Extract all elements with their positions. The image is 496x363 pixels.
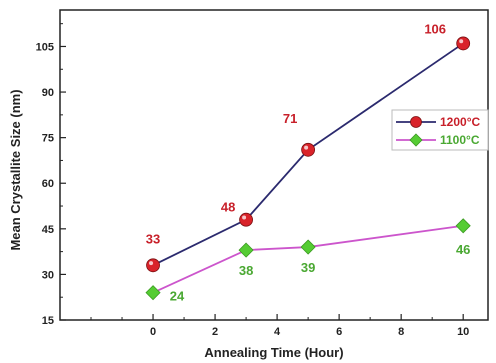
legend-label: 1100°C: [440, 133, 480, 147]
data-label: 106: [424, 21, 446, 36]
legend: 1200°C 1100°C: [391, 109, 489, 151]
data-label: 48: [221, 200, 235, 215]
data-label: 38: [239, 263, 253, 278]
data-point: [455, 218, 471, 234]
data-point: [146, 258, 160, 273]
data-label: 39: [301, 260, 315, 275]
y-tick-label: 15: [42, 315, 54, 327]
data-point-highlight: [242, 215, 247, 220]
y-tick-label: 75: [42, 133, 54, 145]
x-tick-label: 6: [336, 326, 342, 338]
x-tick-label: 4: [274, 326, 281, 338]
y-tick-label: 30: [42, 269, 54, 281]
data-point: [238, 242, 254, 258]
series-layer: [145, 36, 471, 301]
legend-box: [391, 109, 489, 151]
data-point-highlight: [304, 145, 309, 150]
y-tick-label: 105: [36, 41, 54, 53]
y-tick-label: 45: [42, 224, 54, 236]
data-label: 33: [146, 231, 160, 246]
y-tick-label: 90: [42, 87, 54, 99]
x-tick-label: 8: [398, 326, 404, 338]
data-point-highlight: [149, 261, 154, 266]
data-point: [456, 36, 471, 51]
data-point: [301, 142, 316, 157]
data-point: [145, 285, 161, 301]
legend-marker: [409, 133, 423, 147]
x-tick-label: 0: [150, 326, 156, 338]
series-line-0: [152, 42, 464, 267]
y-tick-label: 60: [42, 178, 54, 190]
data-point: [239, 212, 253, 227]
data-label: 71: [283, 111, 297, 126]
series-line-1: [152, 224, 464, 294]
data-label: 24: [170, 289, 185, 304]
legend-label: 1200°C: [440, 115, 480, 129]
plot-frame: [59, 9, 489, 321]
data-point: [300, 239, 316, 255]
y-axis-title: Mean Crystallite Size (nm): [8, 89, 23, 250]
legend-marker: [410, 116, 422, 128]
data-label: 46: [456, 242, 470, 257]
data-point-highlight: [459, 39, 464, 44]
data-labels: 33 48 71 106 24 38 39 46: [146, 21, 471, 303]
x-tick-label: 2: [212, 326, 218, 338]
x-axis-title: Annealing Time (Hour): [204, 345, 343, 360]
x-tick-label: 10: [457, 326, 469, 338]
